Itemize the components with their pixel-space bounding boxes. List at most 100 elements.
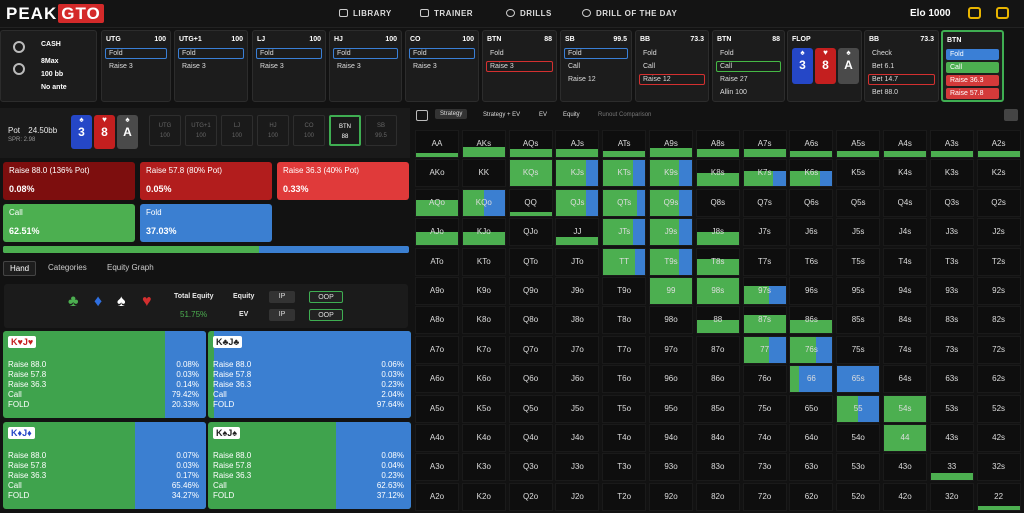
hand-cell-T4o[interactable]: T4o (602, 424, 647, 452)
hand-cell-72o[interactable]: 72o (742, 482, 787, 511)
hand-cell-82o[interactable]: 82o (695, 482, 740, 511)
tab-strategy[interactable]: Strategy (435, 109, 468, 119)
hand-cell-K7s[interactable]: K7s (742, 159, 787, 188)
hand-cell-JTo[interactable]: JTo (555, 247, 600, 276)
hand-cell-65o[interactable]: 65o (789, 394, 834, 423)
hand-cell-86s[interactable]: 86s (789, 306, 834, 335)
hand-cell-K6s[interactable]: K6s (789, 159, 834, 188)
hand-cell-22[interactable]: 22 (976, 482, 1021, 511)
hand-cell-97s[interactable]: 97s (742, 277, 787, 305)
hand-cell-92o[interactable]: 92o (649, 482, 693, 511)
tab-hand[interactable]: Hand (3, 261, 37, 276)
hand-cell-Q2o[interactable]: Q2o (508, 482, 553, 511)
seat-utg[interactable]: UTG 100 (149, 115, 181, 146)
hand-cell-KQs[interactable]: KQs (508, 159, 553, 188)
action-option[interactable]: Fold (178, 48, 244, 59)
hand-cell-A5o[interactable]: A5o (415, 394, 459, 423)
hand-cell-K3o[interactable]: K3o (461, 453, 506, 482)
action-option[interactable]: Raise 36.3 (946, 75, 999, 86)
combo-card[interactable]: K♦J♦ Raise 88.0 0.07% Raise 57.8 0.03% Raise … (3, 422, 206, 509)
hand-cell-54o[interactable]: 54o (836, 424, 881, 452)
hand-cell-J5s[interactable]: J5s (836, 218, 881, 247)
hand-cell-A8s[interactable]: A8s (695, 130, 740, 158)
action-option[interactable]: Fold (643, 50, 657, 57)
hand-cell-A6s[interactable]: A6s (789, 130, 834, 158)
action-option[interactable]: Raise 57.8 (946, 88, 999, 99)
hand-cell-A7s[interactable]: A7s (742, 130, 787, 158)
action-option[interactable]: Raise 3 (260, 63, 284, 70)
hand-cell-Q4o[interactable]: Q4o (508, 424, 553, 452)
action-option[interactable]: Fold (333, 48, 398, 59)
seat-co[interactable]: CO 100 (293, 115, 325, 146)
hand-cell-87o[interactable]: 87o (695, 335, 740, 364)
equity-ip-button[interactable]: IP (269, 291, 295, 303)
hand-cell-63s[interactable]: 63s (929, 365, 974, 394)
hand-cell-KJs[interactable]: KJs (555, 159, 600, 188)
tab-runout-comparison[interactable]: Runout Comparison (598, 112, 652, 118)
hand-cell-A2o[interactable]: A2o (415, 482, 459, 511)
refresh-icon[interactable] (13, 63, 25, 75)
hand-cell-QTo[interactable]: QTo (508, 247, 553, 276)
hand-cell-K8s[interactable]: K8s (695, 159, 740, 188)
hand-cell-42o[interactable]: 42o (883, 482, 927, 511)
seat-hj[interactable]: HJ 100 (257, 115, 289, 146)
tab-strategy-ev[interactable]: Strategy + EV (483, 112, 521, 118)
nav-library[interactable]: LIBRARY (339, 9, 392, 18)
hand-cell-T3o[interactable]: T3o (602, 453, 647, 482)
hand-cell-A4s[interactable]: A4s (883, 130, 927, 158)
hand-cell-32s[interactable]: 32s (976, 453, 1021, 482)
spade-suit-icon[interactable]: ♠ (117, 293, 126, 310)
hand-cell-K4s[interactable]: K4s (883, 159, 927, 188)
hand-cell-T4s[interactable]: T4s (883, 247, 927, 276)
action-option[interactable]: Raise 3 (413, 63, 437, 70)
hand-cell-88[interactable]: 88 (695, 306, 740, 335)
hand-cell-98o[interactable]: 98o (649, 306, 693, 335)
hand-cell-95o[interactable]: 95o (649, 394, 693, 423)
hand-cell-J6o[interactable]: J6o (555, 365, 600, 394)
hand-cell-54s[interactable]: 54s (883, 394, 927, 423)
hand-cell-T2s[interactable]: T2s (976, 247, 1021, 276)
hand-cell-T7s[interactable]: T7s (742, 247, 787, 276)
hand-cell-93s[interactable]: 93s (929, 277, 974, 305)
ev-ip-button[interactable]: IP (269, 309, 295, 321)
hand-cell-74o[interactable]: 74o (742, 424, 787, 452)
hand-cell-T9o[interactable]: T9o (602, 277, 647, 305)
hand-cell-T6o[interactable]: T6o (602, 365, 647, 394)
hand-cell-43o[interactable]: 43o (883, 453, 927, 482)
hand-cell-Q8o[interactable]: Q8o (508, 306, 553, 335)
hand-cell-AJo[interactable]: AJo (415, 218, 459, 247)
hand-cell-J2o[interactable]: J2o (555, 482, 600, 511)
action-option[interactable]: Bet 14.7 (868, 74, 935, 85)
hand-cell-KQo[interactable]: KQo (461, 188, 506, 217)
hand-cell-97o[interactable]: 97o (649, 335, 693, 364)
action-option[interactable]: Raise 12 (639, 74, 705, 85)
hand-cell-T2o[interactable]: T2o (602, 482, 647, 511)
action-option[interactable]: Fold (564, 48, 628, 59)
hand-cell-K9o[interactable]: K9o (461, 277, 506, 305)
heart-suit-icon[interactable]: ♥ (142, 293, 152, 310)
robot-icon[interactable] (1004, 109, 1018, 121)
hand-cell-Q6o[interactable]: Q6o (508, 365, 553, 394)
hand-cell-J4s[interactable]: J4s (883, 218, 927, 247)
hand-cell-66[interactable]: 66 (789, 365, 834, 394)
action-column-sb[interactable]: SB 99.5 Fold Call Raise 12 (560, 30, 632, 102)
action-raise-88[interactable]: Raise 88.0 (136% Pot) 0.08% (3, 162, 135, 200)
gear-icon[interactable] (13, 41, 25, 53)
tab-equity[interactable]: Equity (563, 112, 580, 118)
hand-cell-Q2s[interactable]: Q2s (976, 188, 1021, 217)
hand-cell-32o[interactable]: 32o (929, 482, 974, 511)
action-fold[interactable]: Fold 37.03% (140, 204, 272, 242)
hand-cell-A3s[interactable]: A3s (929, 130, 974, 158)
action-column-btn[interactable]: BTN 88 Fold Call Raise 27 Allin 100 (712, 30, 785, 102)
action-column-btn[interactable]: BTN Fold Call Raise 36.3 Raise 57.8 (941, 30, 1004, 102)
hand-cell-62s[interactable]: 62s (976, 365, 1021, 394)
hand-cell-KTs[interactable]: KTs (602, 159, 647, 188)
hand-cell-QTs[interactable]: QTs (602, 188, 647, 217)
action-option[interactable]: Fold (409, 48, 475, 59)
hand-cell-ATs[interactable]: ATs (602, 130, 647, 158)
hand-cell-QJs[interactable]: QJs (555, 188, 600, 217)
hand-cell-KK[interactable]: KK (461, 159, 506, 188)
seat-lj[interactable]: LJ 100 (221, 115, 253, 146)
hand-cell-A4o[interactable]: A4o (415, 424, 459, 452)
hand-cell-84o[interactable]: 84o (695, 424, 740, 452)
